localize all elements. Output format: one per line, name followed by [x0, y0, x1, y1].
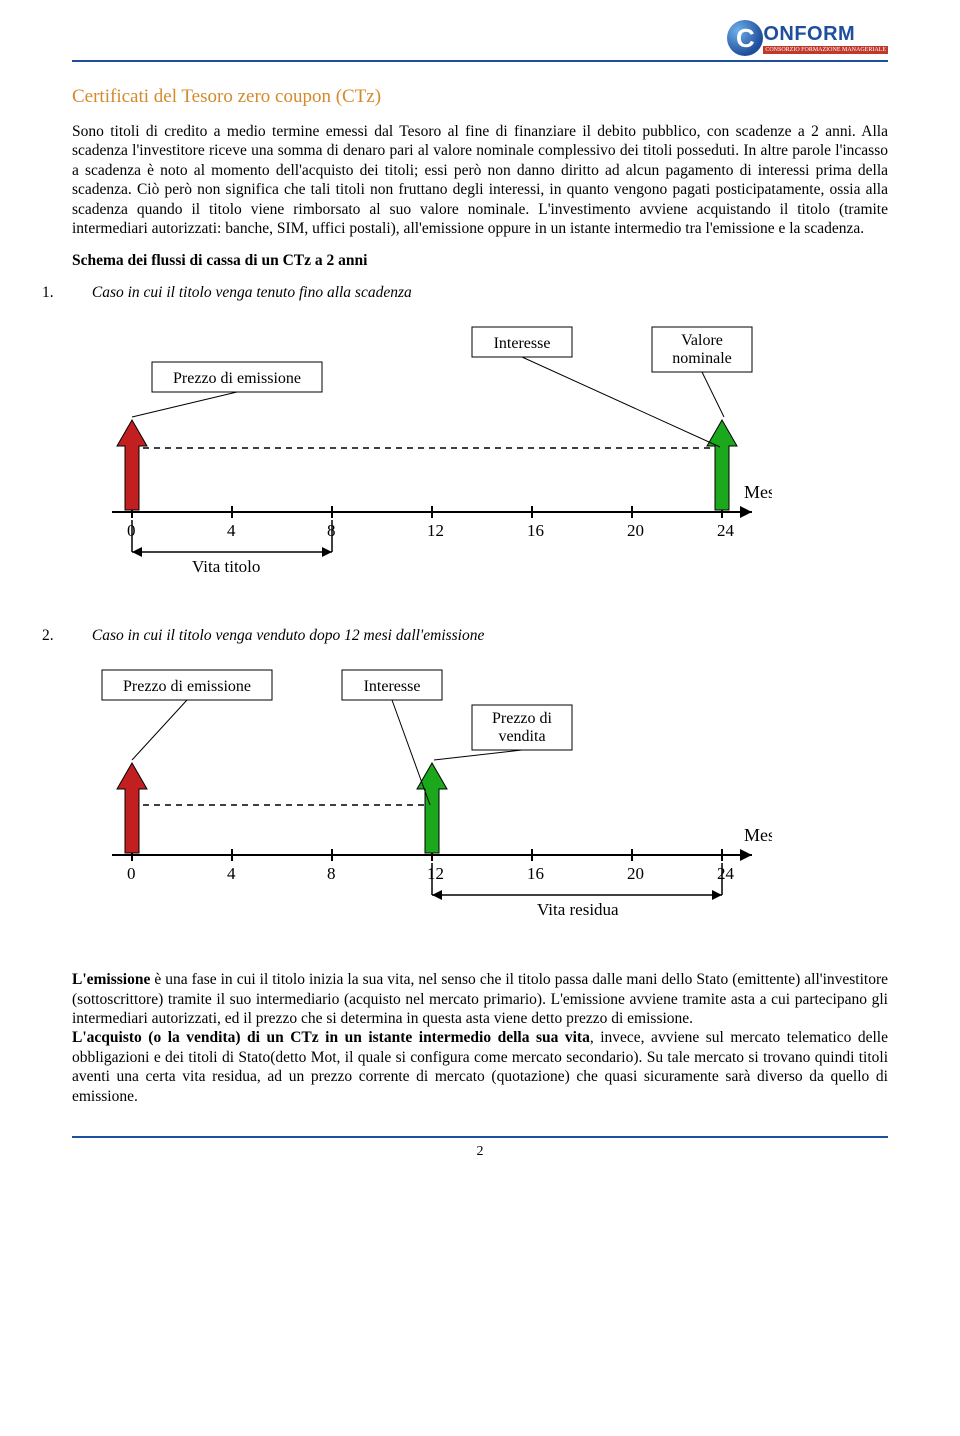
diagram-1-svg: Mesi04812162024Vita titoloPrezzo di emis… [72, 312, 772, 592]
acquisition-lead: L'acquisto (o la vendita) di un CTz in u… [72, 1029, 590, 1046]
case-2-number: 2. [72, 627, 88, 645]
diagram-2: Mesi 0 4 8 12 16 20 24 Vita residua Prezzo di emi… [72, 655, 888, 940]
logo-text-wrap: ONFORM CONSORZIO FORMAZIONE MANAGERIALE [763, 23, 888, 54]
svg-text:Interesse: Interesse [494, 335, 551, 352]
logo-icon: C [727, 20, 763, 56]
case-1-number: 1. [72, 284, 88, 302]
emission-paragraph: L'emissione è una fase in cui il titolo … [72, 970, 888, 1028]
case-2-heading: 2. Caso in cui il titolo venga venduto d… [72, 627, 888, 645]
emission-lead: L'emissione [72, 971, 150, 988]
svg-text:8: 8 [327, 864, 336, 883]
page-number: 2 [477, 1144, 484, 1159]
section-title: Certificati del Tesoro zero coupon (CTz) [72, 86, 888, 108]
schema-heading: Schema dei flussi di cassa di un CTz a 2… [72, 252, 888, 270]
case-1-heading: 1. Caso in cui il titolo venga tenuto fi… [72, 284, 888, 302]
emission-rest: è una fase in cui il titolo inizia la su… [72, 971, 888, 1027]
svg-text:20: 20 [627, 864, 644, 883]
svg-text:4: 4 [227, 864, 236, 883]
svg-text:Prezzo di: Prezzo di [492, 710, 553, 727]
svg-text:Vita titolo: Vita titolo [192, 557, 260, 576]
svg-text:12: 12 [427, 864, 444, 883]
logo: C ONFORM CONSORZIO FORMAZIONE MANAGERIAL… [727, 20, 888, 56]
svg-text:0: 0 [127, 864, 136, 883]
svg-text:4: 4 [227, 521, 236, 540]
svg-text:Mesi: Mesi [744, 825, 772, 845]
footer: 2 [72, 1136, 888, 1160]
svg-text:16: 16 [527, 864, 544, 883]
svg-text:nominale: nominale [672, 350, 732, 367]
svg-text:24: 24 [717, 864, 735, 883]
case-2-text: Caso in cui il titolo venga venduto dopo… [92, 627, 485, 644]
svg-text:24: 24 [717, 521, 735, 540]
svg-text:Mesi: Mesi [744, 482, 772, 502]
svg-text:Interesse: Interesse [364, 678, 421, 695]
intro-paragraph: Sono titoli di credito a medio termine e… [72, 122, 888, 238]
logo-subtitle: CONSORZIO FORMAZIONE MANAGERIALE [763, 46, 888, 54]
svg-text:Prezzo di emissione: Prezzo di emissione [123, 678, 251, 695]
svg-text:Prezzo di emissione: Prezzo di emissione [173, 370, 301, 387]
diagram-1: Mesi04812162024Vita titoloPrezzo di emis… [72, 312, 888, 597]
acquisition-paragraph: L'acquisto (o la vendita) di un CTz in u… [72, 1028, 888, 1106]
case-1-text: Caso in cui il titolo venga tenuto fino … [92, 284, 412, 301]
header-bar: C ONFORM CONSORZIO FORMAZIONE MANAGERIAL… [72, 20, 888, 62]
svg-text:20: 20 [627, 521, 644, 540]
svg-text:12: 12 [427, 521, 444, 540]
svg-text:vendita: vendita [498, 728, 545, 745]
svg-text:16: 16 [527, 521, 544, 540]
svg-text:Vita residua: Vita residua [537, 900, 619, 919]
svg-text:Valore: Valore [681, 332, 723, 349]
logo-text: ONFORM [763, 23, 855, 45]
page: C ONFORM CONSORZIO FORMAZIONE MANAGERIAL… [0, 0, 960, 1180]
diagram-2-svg: Mesi 0 4 8 12 16 20 24 Vita residua Prezzo di emi… [72, 655, 772, 935]
